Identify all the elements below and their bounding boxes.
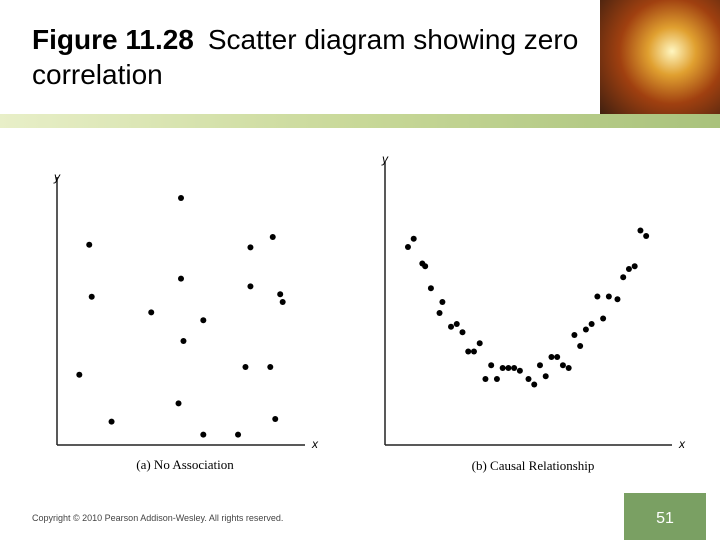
point	[279, 299, 286, 305]
point	[614, 296, 621, 303]
point	[178, 275, 184, 282]
point	[200, 431, 207, 438]
point	[542, 373, 549, 380]
caption: (b) Causal Relationship	[472, 458, 595, 473]
point	[410, 235, 417, 242]
x-axis-label: x	[311, 437, 319, 451]
point	[277, 291, 284, 298]
point	[625, 266, 632, 272]
point	[404, 244, 411, 250]
point	[600, 315, 607, 322]
point	[594, 293, 601, 300]
point	[178, 195, 184, 201]
y-axis-label: y	[53, 170, 61, 184]
point	[108, 418, 115, 425]
point	[200, 317, 207, 324]
point	[88, 293, 95, 300]
point	[643, 233, 650, 239]
point	[531, 381, 538, 388]
point	[453, 321, 460, 327]
page-number: 51	[624, 493, 706, 540]
caption: (a) No Association	[136, 457, 234, 472]
point	[247, 283, 254, 290]
point	[582, 326, 589, 333]
point	[247, 244, 254, 251]
point	[267, 364, 274, 370]
point	[620, 274, 627, 281]
point	[86, 241, 93, 248]
point	[588, 321, 595, 327]
decorative-image	[600, 0, 720, 114]
point	[148, 309, 155, 316]
point	[571, 332, 578, 338]
point	[180, 338, 187, 344]
point	[525, 376, 532, 382]
slide-title: Figure 11.28 Scatter diagram showing zero…	[32, 22, 602, 92]
title-text: Scatter diagram showing zero correlation	[32, 24, 579, 90]
point	[436, 310, 443, 316]
point	[577, 343, 584, 349]
point	[505, 365, 512, 371]
point	[482, 376, 489, 382]
point	[422, 263, 429, 270]
point	[448, 323, 455, 330]
x-axis-label: x	[678, 437, 686, 451]
point	[605, 293, 612, 300]
point	[470, 348, 477, 355]
point	[554, 354, 561, 360]
point	[476, 340, 483, 347]
stripe	[0, 114, 720, 128]
point	[175, 400, 182, 407]
point	[76, 371, 83, 378]
point	[235, 431, 242, 438]
point	[548, 354, 555, 360]
point	[269, 234, 276, 240]
point	[427, 285, 434, 292]
point	[272, 416, 279, 422]
copyright: Copyright © 2010 Pearson Addison-Wesley.…	[32, 513, 284, 523]
y-axis-label: y	[381, 152, 389, 166]
point	[565, 365, 572, 371]
point	[488, 362, 495, 369]
charts: x y (a) No Association x y (b) Causal Relatio…	[53, 152, 686, 473]
point	[499, 365, 506, 371]
point	[242, 364, 249, 370]
point	[511, 365, 518, 371]
point	[631, 263, 638, 270]
point	[459, 329, 466, 336]
point	[516, 367, 523, 374]
point	[465, 348, 472, 355]
point	[439, 299, 446, 305]
point	[637, 227, 644, 234]
figure-label: Figure 11.28	[32, 24, 194, 55]
point	[559, 362, 566, 369]
point	[493, 376, 500, 382]
point	[536, 362, 543, 369]
